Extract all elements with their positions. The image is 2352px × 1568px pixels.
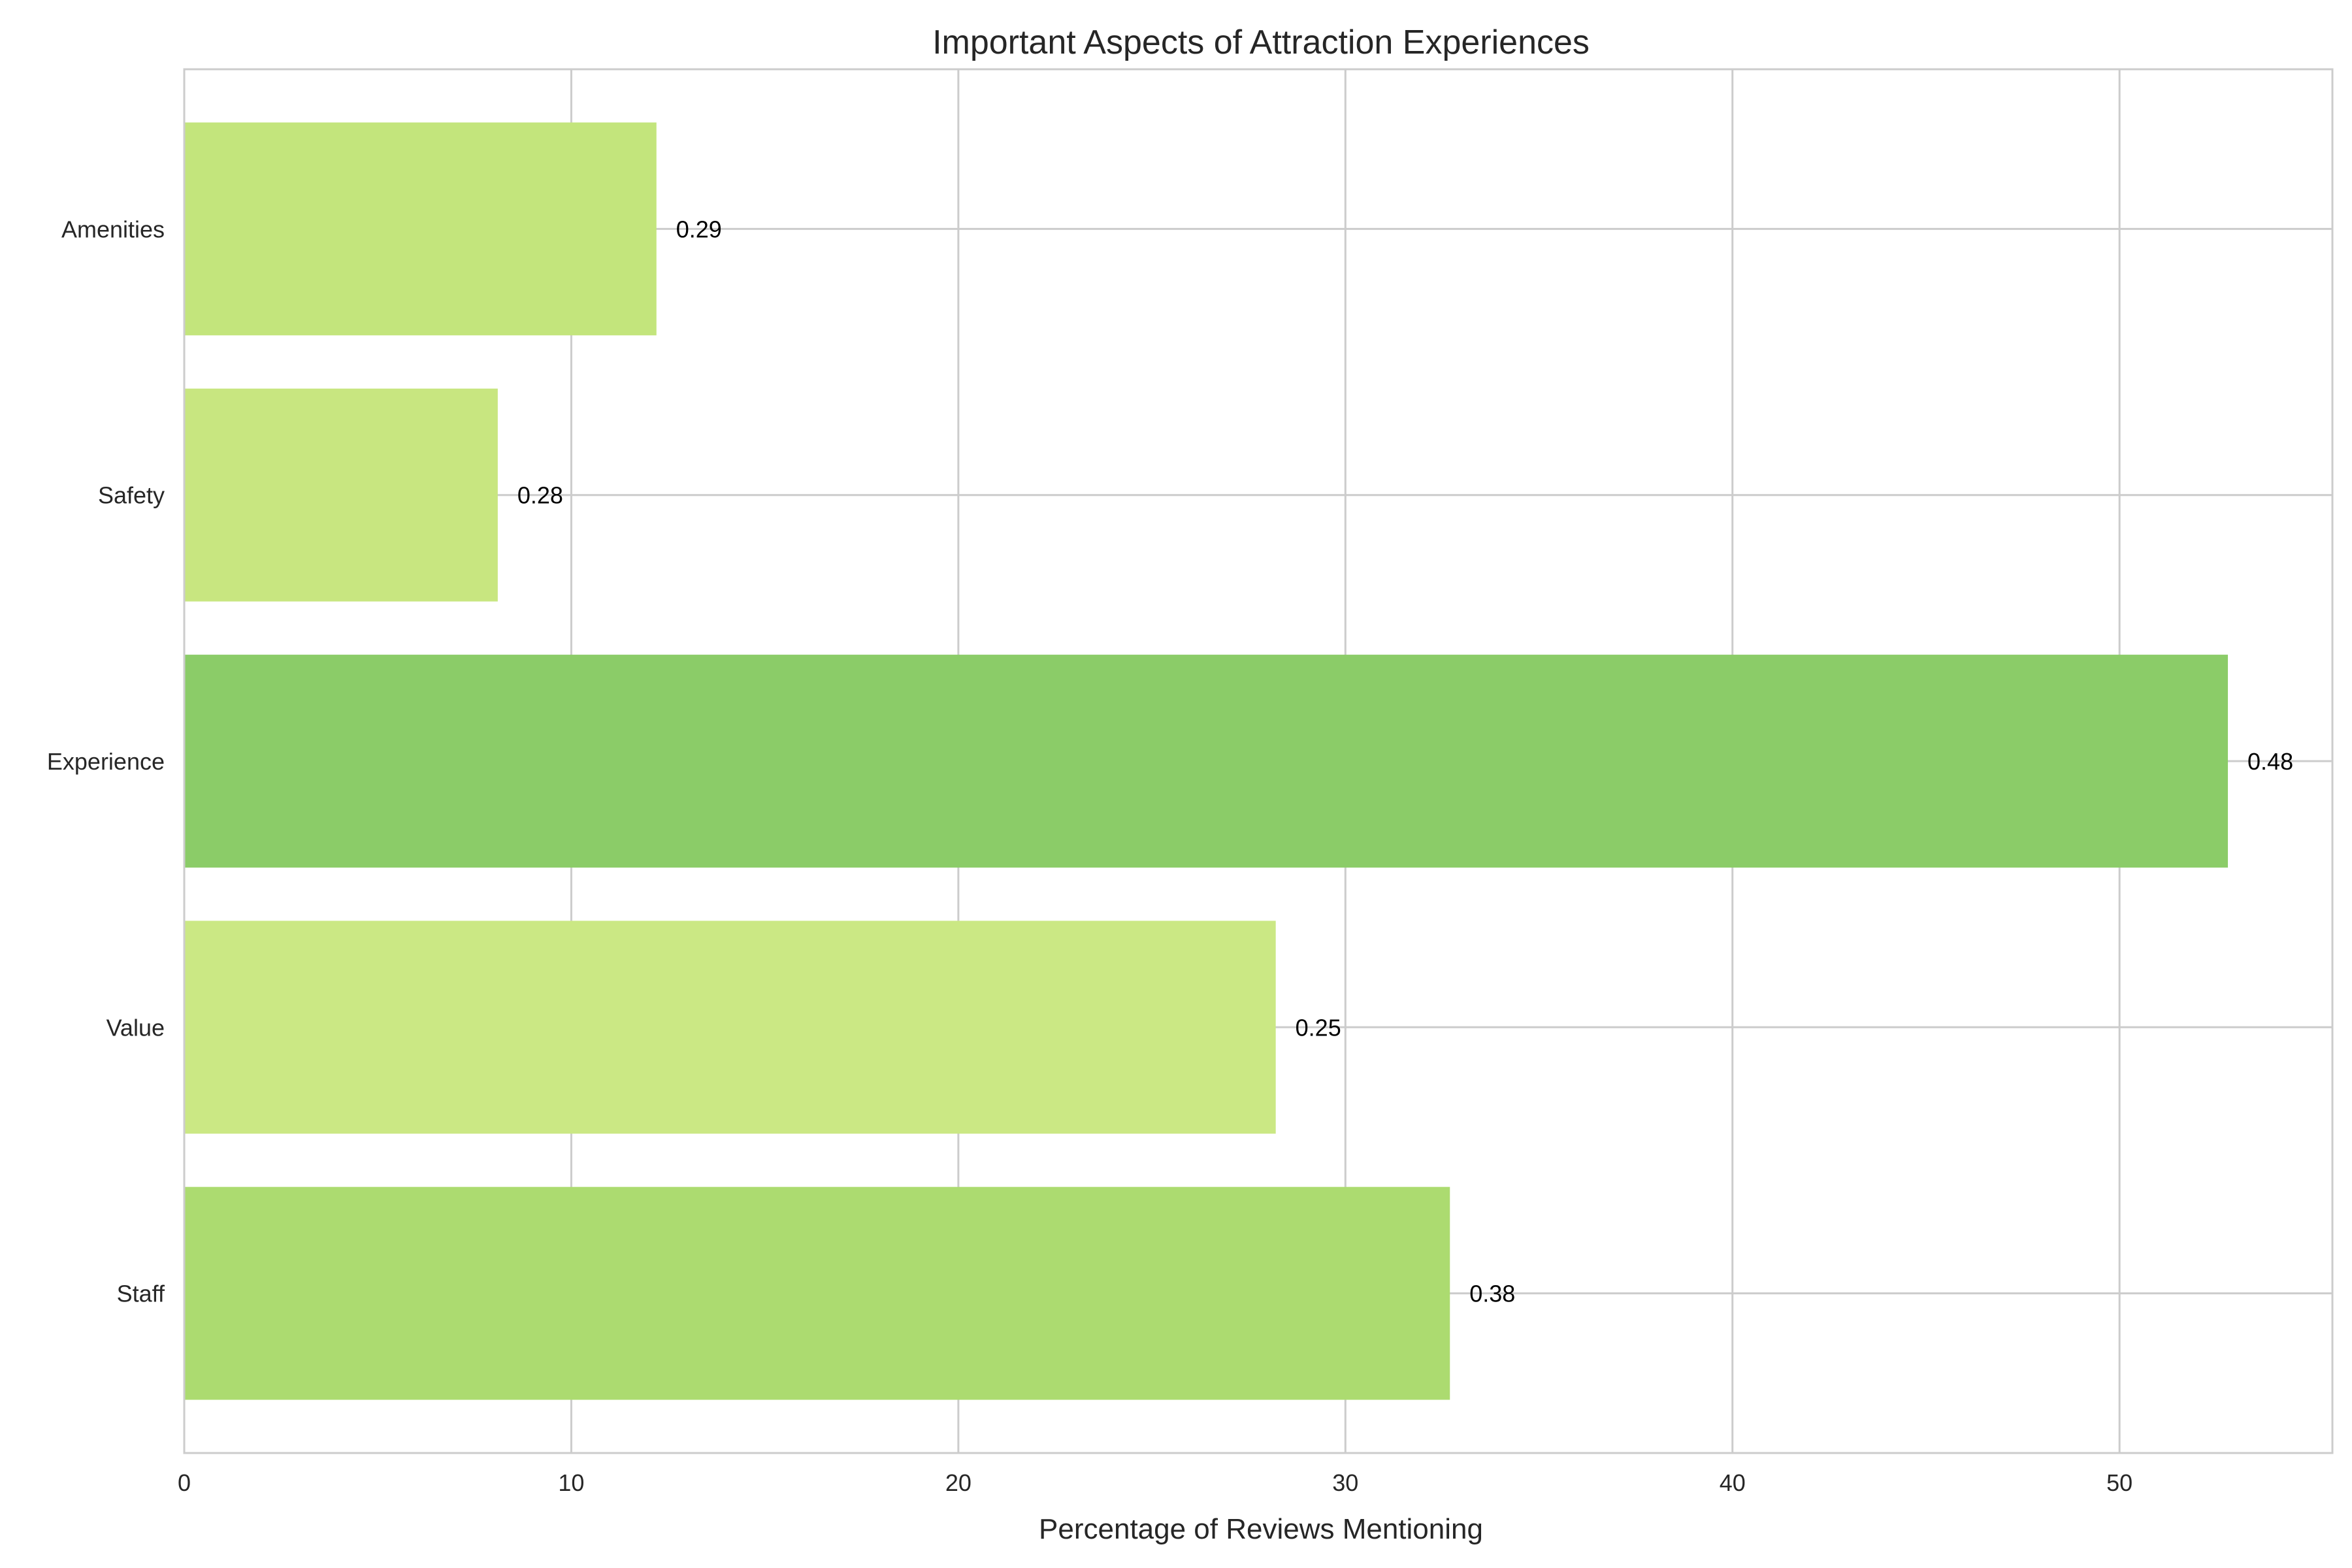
x-tick-label: 0 bbox=[178, 1469, 191, 1496]
bar-safety bbox=[184, 388, 498, 602]
bar-experience bbox=[184, 655, 2229, 868]
x-tick-labels: 0 10 20 30 40 50 bbox=[178, 1469, 2132, 1496]
data-label-experience: 0.48 bbox=[2247, 748, 2293, 775]
x-tick-label: 40 bbox=[1720, 1469, 1746, 1496]
data-label-value: 0.25 bbox=[1296, 1014, 1341, 1041]
y-tick-label-amenities: Amenities bbox=[61, 216, 165, 242]
y-tick-label-experience: Experience bbox=[47, 748, 165, 775]
data-labels: 0.38 0.25 0.48 0.28 0.29 bbox=[517, 216, 2293, 1307]
bar-amenities bbox=[184, 122, 657, 336]
data-label-safety: 0.28 bbox=[517, 482, 563, 509]
x-tick-label: 50 bbox=[2106, 1469, 2132, 1496]
data-label-amenities: 0.29 bbox=[676, 216, 722, 242]
chart-title: Important Aspects of Attraction Experien… bbox=[932, 24, 1590, 61]
bar-value bbox=[184, 921, 1276, 1134]
data-label-staff: 0.38 bbox=[1469, 1281, 1515, 1307]
x-axis-label: Percentage of Reviews Mentioning bbox=[1039, 1513, 1483, 1545]
x-tick-label: 30 bbox=[1332, 1469, 1358, 1496]
x-tick-label: 20 bbox=[945, 1469, 972, 1496]
y-tick-labels: Staff Value Experience Safety Amenities bbox=[47, 216, 165, 1307]
plot-frame bbox=[183, 68, 2334, 1454]
y-tick-label-staff: Staff bbox=[117, 1281, 165, 1307]
x-tick-label: 10 bbox=[558, 1469, 584, 1496]
y-tick-label-value: Value bbox=[106, 1014, 165, 1041]
bar-staff bbox=[184, 1186, 1450, 1400]
y-tick-label-safety: Safety bbox=[98, 482, 165, 509]
bars bbox=[184, 122, 2229, 1400]
